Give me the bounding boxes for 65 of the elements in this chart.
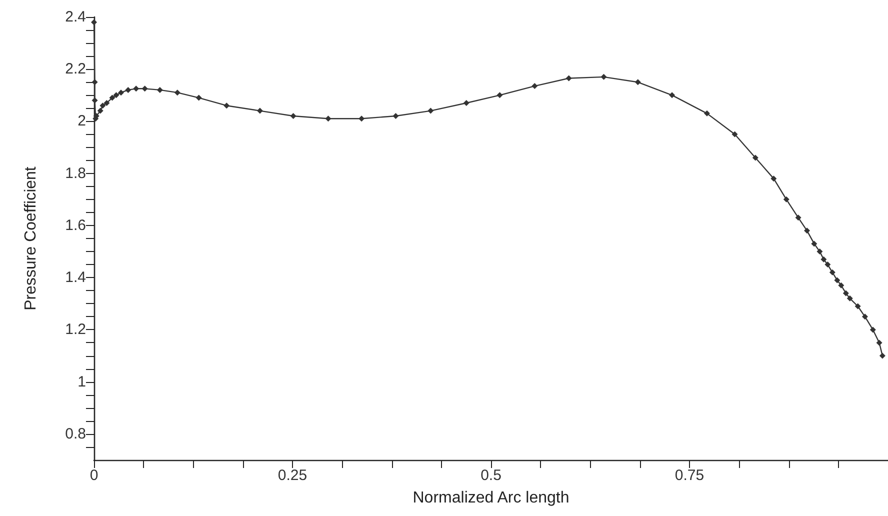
point bbox=[876, 340, 882, 346]
point bbox=[634, 79, 641, 86]
point bbox=[358, 116, 365, 122]
y-tick-label: 1.8 bbox=[65, 164, 86, 182]
point bbox=[290, 113, 296, 120]
y-tick-label: 0.8 bbox=[65, 425, 86, 442]
point bbox=[669, 92, 676, 98]
point bbox=[600, 74, 607, 80]
x-tick-label: 0.5 bbox=[480, 467, 502, 484]
point bbox=[224, 102, 230, 109]
point bbox=[842, 290, 849, 296]
point bbox=[824, 262, 831, 268]
point bbox=[566, 75, 572, 82]
x-tick-label: 0 bbox=[90, 467, 98, 484]
point bbox=[91, 19, 97, 26]
point bbox=[870, 326, 876, 333]
point bbox=[174, 90, 180, 96]
y-tick-label: 1.4 bbox=[65, 269, 86, 286]
point bbox=[256, 108, 263, 114]
point bbox=[118, 90, 124, 96]
point bbox=[463, 100, 470, 106]
point bbox=[109, 94, 116, 101]
point bbox=[156, 86, 163, 93]
point bbox=[100, 102, 106, 109]
point bbox=[97, 108, 104, 114]
point bbox=[770, 176, 777, 182]
y-tick-label: 1.6 bbox=[65, 216, 86, 234]
point bbox=[196, 94, 202, 101]
y-tick-label: 2.4 bbox=[65, 8, 86, 26]
point bbox=[325, 116, 332, 122]
x-tick-label: 0.25 bbox=[278, 467, 308, 484]
point bbox=[795, 214, 802, 221]
point bbox=[854, 303, 861, 310]
point bbox=[92, 97, 98, 104]
point bbox=[104, 100, 110, 106]
point bbox=[113, 92, 120, 98]
point bbox=[783, 196, 790, 202]
y-tick-label: 1 bbox=[78, 373, 86, 390]
point bbox=[732, 131, 738, 138]
point bbox=[704, 110, 710, 116]
y-axis-title: Pressure Coefficient bbox=[22, 166, 40, 310]
x-axis-title: Normalized Arc length bbox=[412, 490, 570, 506]
point bbox=[834, 277, 840, 284]
point bbox=[879, 352, 886, 359]
point bbox=[92, 79, 98, 86]
point bbox=[133, 86, 140, 92]
point bbox=[428, 108, 434, 114]
point bbox=[829, 269, 836, 276]
point bbox=[752, 154, 758, 161]
point bbox=[846, 295, 853, 302]
y-tick-label: 2 bbox=[78, 112, 86, 130]
y-tick-label: 2.2 bbox=[65, 60, 86, 78]
y-tick-label: 1.2 bbox=[65, 321, 86, 338]
point bbox=[820, 256, 827, 262]
point bbox=[862, 314, 868, 320]
x-tick-label: 0.75 bbox=[674, 467, 704, 484]
point bbox=[532, 83, 538, 90]
point bbox=[125, 86, 132, 93]
point bbox=[496, 92, 503, 98]
point bbox=[392, 113, 399, 120]
point bbox=[816, 248, 823, 255]
point bbox=[804, 228, 810, 234]
point bbox=[838, 282, 844, 288]
point bbox=[142, 86, 148, 92]
point bbox=[811, 240, 818, 247]
